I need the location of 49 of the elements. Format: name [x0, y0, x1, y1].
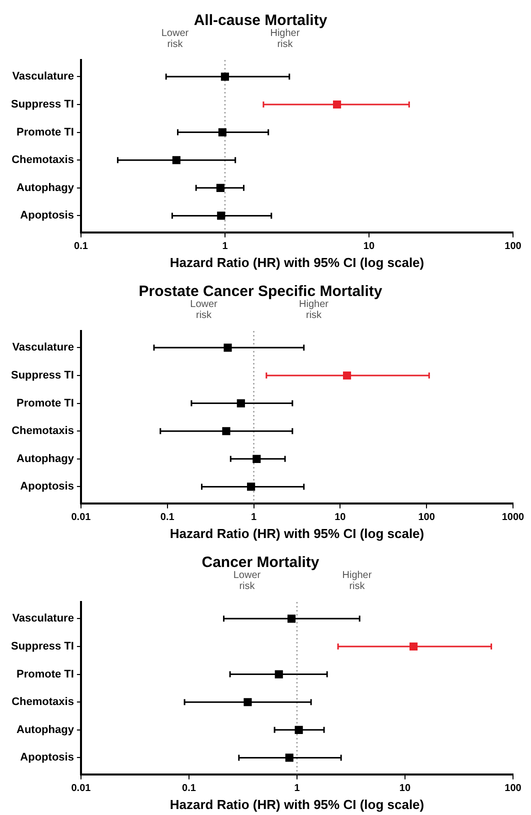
y-tick-label: Promote TI [16, 397, 74, 410]
x-axis-title: Hazard Ratio (HR) with 95% CI (log scale) [170, 254, 424, 270]
x-tick-label: 1 [294, 783, 300, 794]
x-axis-title: Hazard Ratio (HR) with 95% CI (log scale) [170, 796, 424, 812]
y-tick-label: Promote TI [16, 668, 74, 680]
y-tick-label: Chemotaxis [12, 154, 74, 166]
y-tick-label: Chemotaxis [12, 696, 74, 708]
y-tick-label: Autophagy [16, 724, 75, 736]
y-tick-label: Apoptosis [20, 480, 74, 493]
x-tick-label: 0.1 [74, 241, 88, 252]
y-tick-label: Suppress TI [10, 98, 74, 111]
text: Lower risk [161, 28, 190, 50]
chart-title: Cancer Mortality [202, 554, 320, 572]
x-tick-label: 1000 [502, 512, 525, 524]
point [218, 128, 226, 136]
y-tick-label: Suppress TI [10, 370, 74, 382]
y-tick-label: Autophagy [16, 452, 75, 465]
y-tick-label: Promote TI [16, 126, 74, 138]
x-tick-label: 100 [504, 783, 522, 794]
x-tick-label: 0.1 [160, 512, 175, 524]
x-tick-label: 10 [363, 241, 375, 252]
x-axis-title: Hazard Ratio (HR) with 95% CI (log scale) [170, 526, 424, 541]
y-tick-label: Vasculature [12, 612, 74, 625]
chart-title: All-cause Mortality [194, 12, 328, 30]
x-tick-label: 0.01 [71, 512, 92, 524]
x-tick-label: 100 [418, 512, 436, 524]
y-tick-label: Apoptosis [20, 752, 74, 764]
x-tick-label: 0.1 [182, 783, 196, 794]
y-tick-label: Autophagy [16, 182, 75, 194]
x-tick-label: 100 [504, 241, 522, 252]
text: Higher risk [299, 299, 330, 321]
point [333, 100, 342, 109]
text: Lower risk [233, 570, 262, 592]
x-tick-label: 0.01 [71, 783, 92, 794]
y-tick-label: Suppress TI [10, 640, 74, 653]
point [217, 212, 226, 220]
y-tick-label: Apoptosis [20, 210, 74, 222]
x-tick-label: 1 [222, 241, 228, 252]
text: Higher risk [270, 28, 300, 50]
x-tick-label: 10 [399, 783, 411, 794]
y-tick-label: Vasculature [12, 342, 74, 354]
x-tick-label: 10 [334, 512, 346, 524]
text: Higher risk [342, 570, 372, 592]
y-tick-label: Vasculature [12, 70, 74, 83]
x-tick-label: 1 [250, 512, 257, 524]
text: Lower risk [190, 299, 218, 321]
y-tick-label: Chemotaxis [12, 425, 74, 438]
chart-title: Prostate Cancer Specific Mortality [138, 283, 383, 300]
point [216, 184, 224, 192]
